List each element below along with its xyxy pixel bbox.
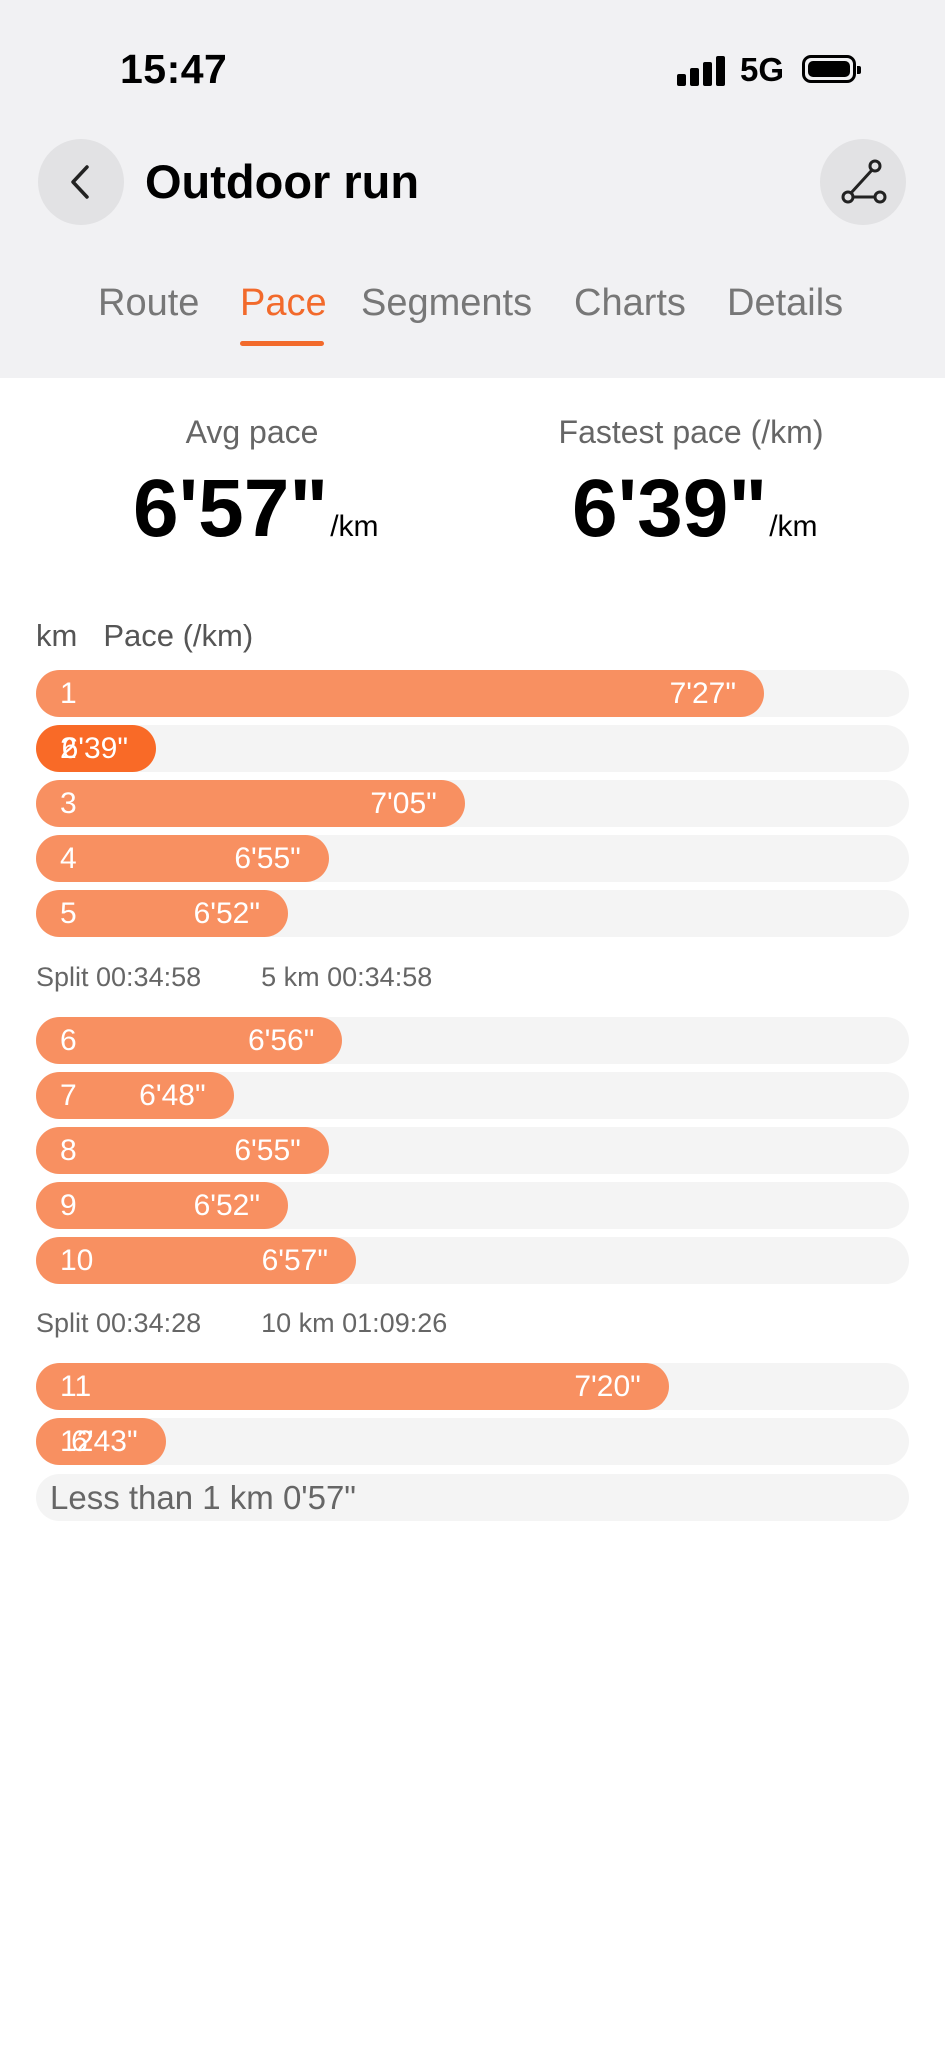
split-pace: 6'43" (71, 1425, 138, 1458)
tab-details[interactable]: Details (727, 282, 844, 324)
split-km: 11 (60, 1370, 92, 1403)
split-pace: 6'52" (193, 1189, 260, 1222)
battery-icon (802, 55, 861, 83)
split-km: 8 (60, 1134, 77, 1167)
split-pace: 6'48" (139, 1079, 206, 1112)
split-row: 9 6'52" (36, 1182, 909, 1229)
split-pace: 6'39" (61, 732, 128, 765)
split-km: 2 (60, 732, 77, 765)
fastest-pace-number: 6'39" (572, 463, 768, 554)
split-time: Split 00:34:58 (36, 962, 202, 992)
split-pace: 6'57" (261, 1244, 328, 1277)
split-row: 8 6'55" (36, 1127, 909, 1174)
chevron-left-icon (71, 165, 89, 199)
pace-bar: 9 6'52" (36, 1182, 288, 1229)
page-title: Outdoor run (145, 155, 420, 208)
split-pace: 7'20" (574, 1370, 641, 1403)
split-row: 2 6'39" (36, 725, 909, 772)
route-button[interactable] (820, 139, 906, 225)
split-time: Split 00:34:28 (36, 1308, 202, 1338)
split-km: 4 (60, 842, 77, 875)
avg-pace-label: Avg pace (185, 414, 319, 450)
tab-route[interactable]: Route (98, 282, 200, 324)
split-km: 7 (60, 1079, 77, 1112)
route-icon (841, 159, 887, 204)
back-button[interactable] (38, 139, 124, 225)
pace-bar: 8 6'55" (36, 1127, 329, 1174)
header-area: 15:47 5G Outdoor run Route Pace Segments… (0, 0, 945, 378)
split-pace: 6'55" (234, 842, 301, 875)
signal-icon (677, 56, 727, 86)
pace-bar: 12 6'43" (36, 1418, 166, 1465)
avg-pace-unit: /km (330, 510, 379, 543)
status-time: 15:47 (120, 46, 228, 92)
split-row: 1 7'27" (36, 670, 909, 717)
fastest-pace-label: Fastest pace (/km) (558, 414, 824, 450)
split-row: 5 6'52" (36, 890, 909, 937)
fastest-pace-value: 6'39"/km (572, 462, 818, 556)
pace-bar: 3 7'05" (36, 780, 465, 827)
split-km: 1 (60, 677, 77, 710)
pace-bar: 7 6'48" (36, 1072, 234, 1119)
pace-bar: 10 6'57" (36, 1237, 356, 1284)
tab-bar: Route Pace Segments Charts Details (0, 282, 945, 342)
split-pace: 6'52" (193, 897, 260, 930)
tab-pace[interactable]: Pace (240, 282, 327, 324)
pace-bar: 5 6'52" (36, 890, 288, 937)
split-row: 11 7'20" (36, 1363, 909, 1410)
tab-active-indicator (240, 341, 324, 346)
pace-bar: 6 6'56" (36, 1017, 343, 1064)
split-row: 12 6'43" (36, 1418, 909, 1465)
split-row: 3 7'05" (36, 780, 909, 827)
split-row: 4 6'55" (36, 835, 909, 882)
split-km: 5 (60, 897, 77, 930)
avg-pace-number: 6'57" (133, 463, 329, 554)
split-pace: 6'56" (247, 1024, 315, 1057)
split-pace: 7'05" (370, 787, 437, 820)
fastest-pace-unit: /km (769, 510, 818, 543)
column-headers: km Pace (/km) (36, 618, 253, 654)
split-pace: 6'55" (234, 1134, 301, 1167)
split-cumulative: 10 km 01:09:26 (261, 1308, 448, 1338)
split-row: 7 6'48" (36, 1072, 909, 1119)
split-km: 3 (60, 787, 77, 820)
split-row: 10 6'57" (36, 1237, 909, 1284)
split-row: 6 6'56" (36, 1017, 909, 1064)
split-km: 6 (60, 1024, 77, 1057)
column-pace: Pace (/km) (103, 618, 254, 653)
split-cumulative: 5 km 00:34:58 (261, 962, 433, 992)
remainder-row: Less than 1 km 0'57" (36, 1474, 909, 1521)
split-summary: Split 00:34:28 10 km 01:09:26 (36, 1308, 447, 1339)
pace-bar: 1 7'27" (36, 670, 764, 717)
tab-segments[interactable]: Segments (361, 282, 533, 324)
split-km: 12 (60, 1425, 94, 1458)
split-summary: Split 00:34:58 5 km 00:34:58 (36, 962, 432, 993)
column-km: km (36, 618, 78, 653)
pace-bar: 4 6'55" (36, 835, 329, 882)
split-km: 9 (60, 1189, 77, 1222)
pace-bar: 2 6'39" (36, 725, 156, 772)
remainder-text: Less than 1 km 0'57" (50, 1479, 357, 1516)
avg-pace-value: 6'57"/km (133, 462, 379, 556)
split-pace: 7'27" (669, 677, 736, 710)
network-type: 5G (740, 51, 785, 88)
pace-bar: 11 7'20" (36, 1363, 669, 1410)
tab-charts[interactable]: Charts (574, 282, 686, 324)
split-km: 10 (60, 1244, 94, 1277)
